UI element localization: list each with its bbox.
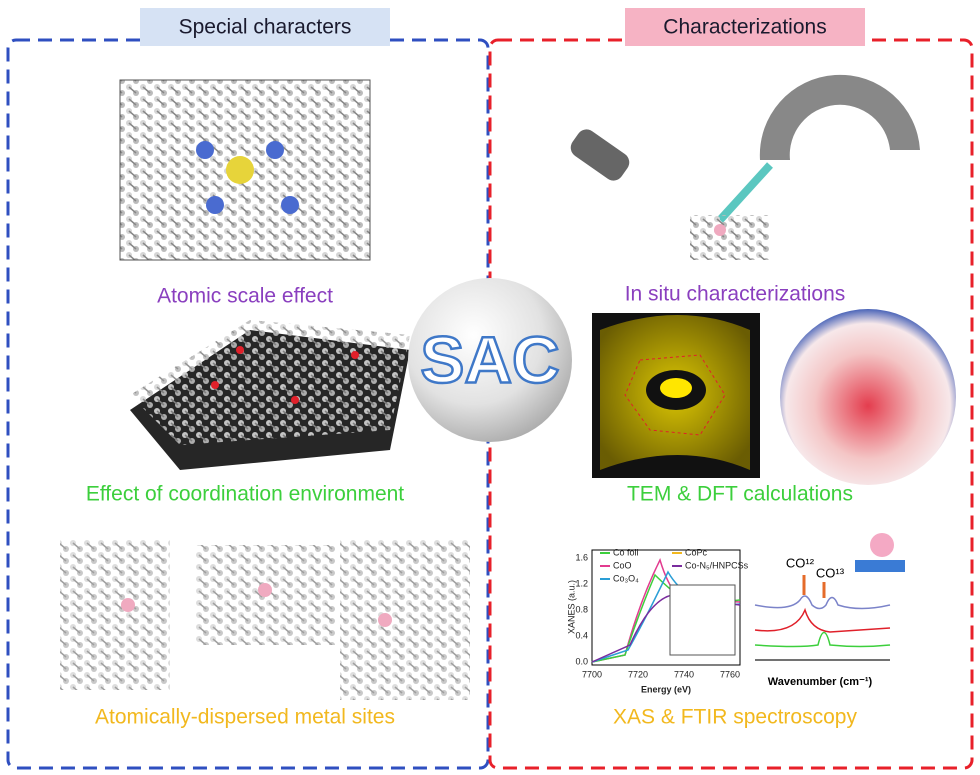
y-tick-label: 1.2 — [575, 578, 588, 588]
legend-label: CoO — [613, 560, 632, 570]
left-header-bg — [140, 8, 390, 46]
left-title: Special characters — [179, 16, 352, 39]
dft-map — [780, 309, 956, 485]
sheet-sites — [211, 346, 359, 404]
caption: TEM & DFT calculations — [627, 483, 853, 506]
ftir-curves — [754, 595, 891, 661]
caption: XAS & FTIR spectroscopy — [613, 706, 857, 729]
sheet — [130, 320, 410, 445]
legend-label: CoPc — [685, 547, 708, 557]
x-ticks: 7700 7720 7740 7760 — [582, 669, 740, 679]
x-tick-label: 7720 — [628, 669, 648, 679]
right-header-bg — [625, 8, 865, 46]
x-label: Wavenumber (cm⁻¹) — [768, 676, 873, 688]
legend-label: Co₃O₄ — [613, 573, 639, 583]
tem-hexagon — [624, 354, 726, 436]
xas-inset — [669, 584, 736, 656]
tem-atom — [660, 378, 692, 398]
y-tick-label: 0.8 — [575, 604, 588, 614]
legend-label: Co-N₅/HNPCSs — [685, 560, 749, 570]
peak-label: CO¹² — [786, 555, 815, 570]
peak-arrows — [802, 575, 826, 598]
y-ticks: 1.6 1.2 0.8 0.4 0.0 — [575, 552, 588, 666]
x-tick-label: 7700 — [582, 669, 602, 679]
molecule — [870, 533, 894, 557]
x-tick-label: 7760 — [720, 669, 740, 679]
center-label: SAC — [420, 322, 559, 396]
x-tick-label: 7740 — [674, 669, 694, 679]
metal-sites — [60, 540, 470, 700]
right-title: Characterizations — [663, 16, 826, 39]
caption: Effect of coordination environment — [86, 483, 404, 506]
y-tick-label: 0.0 — [575, 656, 588, 666]
insitu-setup — [570, 74, 920, 260]
y-tick-label: 1.6 — [575, 552, 588, 562]
caption: In situ characterizations — [625, 283, 846, 306]
sac-sphere — [408, 278, 572, 442]
legend-label: Co foil — [613, 547, 639, 557]
molecule — [855, 560, 905, 572]
y-tick-label: 0.4 — [575, 630, 588, 640]
caption: Atomically-dispersed metal sites — [95, 706, 395, 729]
y-label: XANES (a.u.) — [566, 580, 576, 634]
atomic-center — [196, 141, 299, 214]
peak-label: CO¹³ — [816, 565, 845, 580]
legend: Co foil CoO Co₃O₄ CoPc Co-N₅/HNPCSs — [600, 547, 749, 583]
x-label: Energy (eV) — [641, 684, 691, 694]
caption: Atomic scale effect — [157, 285, 333, 308]
